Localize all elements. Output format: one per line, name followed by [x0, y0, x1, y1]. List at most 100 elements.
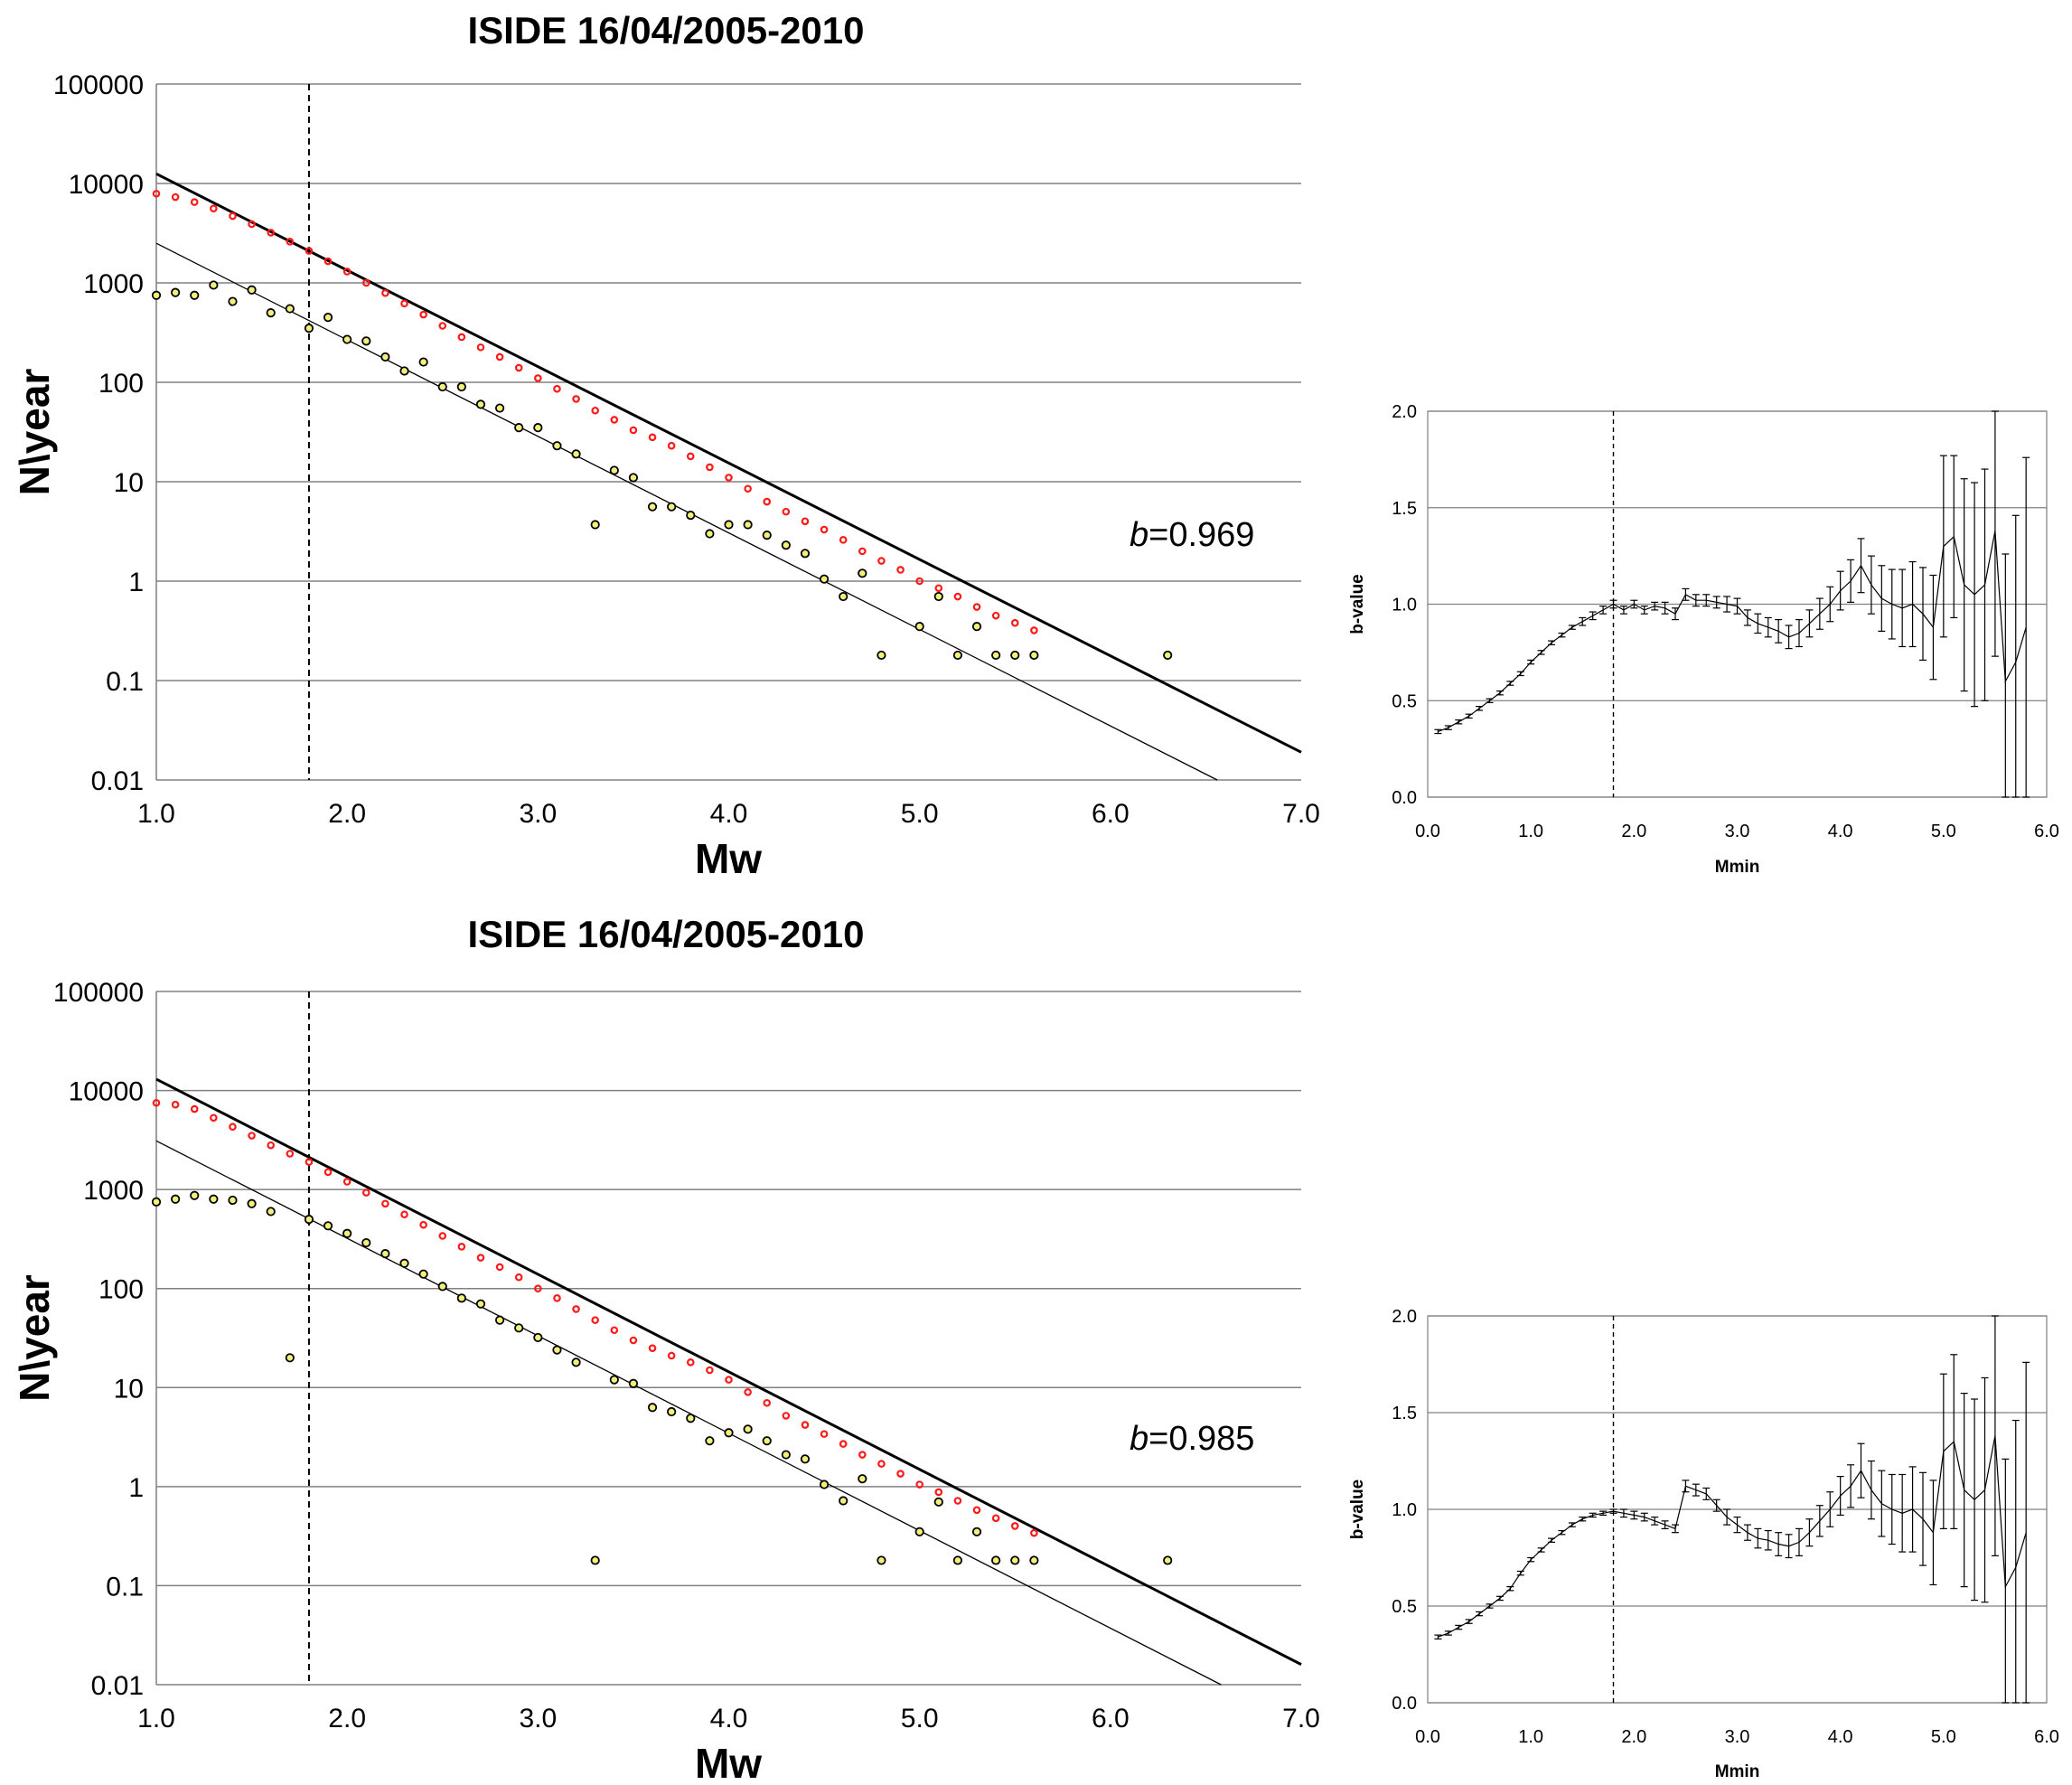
cumulative-data-point: [629, 1336, 638, 1345]
cumulative-data-point: [514, 1273, 523, 1282]
incremental-data-point: [762, 531, 772, 540]
y-tick-label: 0.5: [1392, 1597, 1417, 1617]
gr-panel-2: ISIDE 16/04/2005-2010 0.01 0.1 1 10 100 1000 10…: [11, 913, 1320, 1785]
x-axis-label: Mw: [695, 835, 762, 882]
incremental-data-point: [1163, 1555, 1173, 1565]
y-axis-label: b-value: [1348, 1480, 1367, 1540]
cumulative-data-point: [476, 343, 485, 352]
incremental-data-point: [228, 296, 238, 306]
cumulative-data-point: [381, 1199, 389, 1208]
cumulative-data-point: [725, 474, 733, 482]
cumulative-data-point: [210, 1113, 218, 1123]
cumulative-data-point: [915, 577, 923, 586]
incremental-data-point: [494, 403, 505, 413]
incremental-data-point: [342, 1228, 352, 1238]
incremental-data-point: [361, 336, 371, 346]
cumulative-data-point: [820, 1430, 829, 1438]
incremental-data-point: [285, 304, 295, 314]
incremental-data-point: [800, 549, 811, 559]
incremental-data-point: [877, 1555, 886, 1565]
y-tick-label: 2.0: [1392, 1307, 1417, 1327]
incremental-data-point: [304, 324, 314, 334]
incremental-data-point: [399, 366, 409, 376]
incremental-data-point: [858, 1474, 867, 1484]
incremental-data-point: [781, 1450, 791, 1460]
incremental-data-point: [647, 502, 658, 512]
cumulative-data-point: [667, 1351, 676, 1360]
x-tick-label: 1.0: [137, 799, 175, 829]
cumulative-data-point: [572, 395, 580, 403]
cumulative-data-point: [514, 363, 523, 372]
bvalue-panel-1: 0.0 0.5 1.0 1.5 2.0 0.0 1.0 2.0 3.0 4.0 5.0 6.0 Mmin…: [1348, 402, 2059, 877]
incremental-data-point: [514, 423, 524, 433]
incremental-data-point: [380, 1249, 390, 1259]
x-tick-label: 4.0: [710, 1704, 748, 1733]
error-bar: [2022, 1361, 2030, 1704]
y-tick-label: 100: [98, 1275, 144, 1305]
cumulative-data-point: [725, 1376, 733, 1384]
cumulative-data-point: [706, 463, 714, 472]
cumulative-data-point: [591, 1316, 599, 1324]
b-symbol: b: [1130, 1420, 1149, 1458]
cumulative-data-point: [972, 1506, 981, 1515]
incremental-data-point: [399, 1258, 409, 1268]
cumulative-data-point: [1010, 618, 1019, 627]
cumulative-data-point: [744, 484, 752, 493]
incremental-data-point: [571, 1358, 581, 1367]
cumulative-data-point: [801, 1421, 810, 1429]
incremental-data-point: [952, 650, 963, 661]
cumulative-data-point: [896, 1470, 905, 1478]
incremental-data-point: [266, 308, 276, 318]
cumulative-data-point: [152, 189, 161, 198]
y-tick-label: 1: [128, 1473, 144, 1503]
incremental-data-point: [991, 650, 1001, 661]
y-tick-label: 100000: [53, 978, 144, 1008]
incremental-data-point: [781, 540, 791, 550]
cumulative-data-point: [152, 1098, 161, 1107]
cumulative-data-point: [210, 204, 218, 212]
x-tick-label: 1.0: [1518, 1727, 1543, 1747]
y-tick-label: 0.0: [1392, 788, 1417, 808]
y-axis-label: N\year: [11, 369, 58, 496]
cumulative-data-point: [400, 299, 408, 308]
cumulative-data-point: [286, 1150, 295, 1158]
incremental-data-point: [342, 334, 352, 344]
x-tick-label: 5.0: [901, 799, 939, 829]
x-tick-label: 4.0: [1828, 822, 1853, 841]
x-tick-label: 6.0: [1092, 799, 1130, 829]
cumulative-data-point: [361, 278, 370, 287]
cumulative-data-point: [323, 257, 333, 266]
incremental-data-point: [609, 1375, 619, 1385]
cumulative-data-point: [839, 536, 848, 544]
incremental-data-point: [590, 520, 600, 530]
x-tick-label: 3.0: [1725, 822, 1750, 841]
fit-line-cumulative: [155, 173, 1302, 754]
incremental-data-point: [971, 1527, 982, 1536]
incremental-data-point: [839, 591, 848, 602]
cumulative-data-point: [248, 1132, 256, 1140]
cumulative-data-point: [267, 229, 276, 237]
y-axis-label: N\year: [11, 1274, 58, 1402]
error-bar: [2011, 514, 2020, 798]
incremental-data-point: [743, 520, 753, 530]
b-value-number: =0.985: [1149, 1420, 1254, 1458]
cumulative-data-point: [1030, 1528, 1038, 1537]
chart-title: ISIDE 16/04/2005-2010: [468, 913, 865, 955]
incremental-data-point: [552, 441, 562, 451]
incremental-data-point: [724, 520, 734, 530]
x-tick-label: 2.0: [328, 799, 366, 829]
x-tick-label: 5.0: [901, 1704, 939, 1733]
y-tick-label: 0.1: [106, 667, 144, 697]
cumulative-data-point: [877, 1460, 886, 1468]
cumulative-data-point: [342, 268, 352, 276]
plot-frame: [1427, 410, 2048, 798]
incremental-data-point: [285, 1353, 295, 1363]
incremental-data-point: [628, 473, 639, 483]
incremental-data-point: [1163, 650, 1173, 661]
fit-line-incremental: [155, 242, 1218, 781]
b-value-annotation: b=0.985: [1130, 1420, 1254, 1458]
cumulative-data-point: [438, 322, 447, 330]
x-tick-label: 5.0: [1931, 822, 1956, 841]
cumulative-data-point: [782, 507, 791, 516]
cumulative-data-point: [229, 211, 237, 221]
